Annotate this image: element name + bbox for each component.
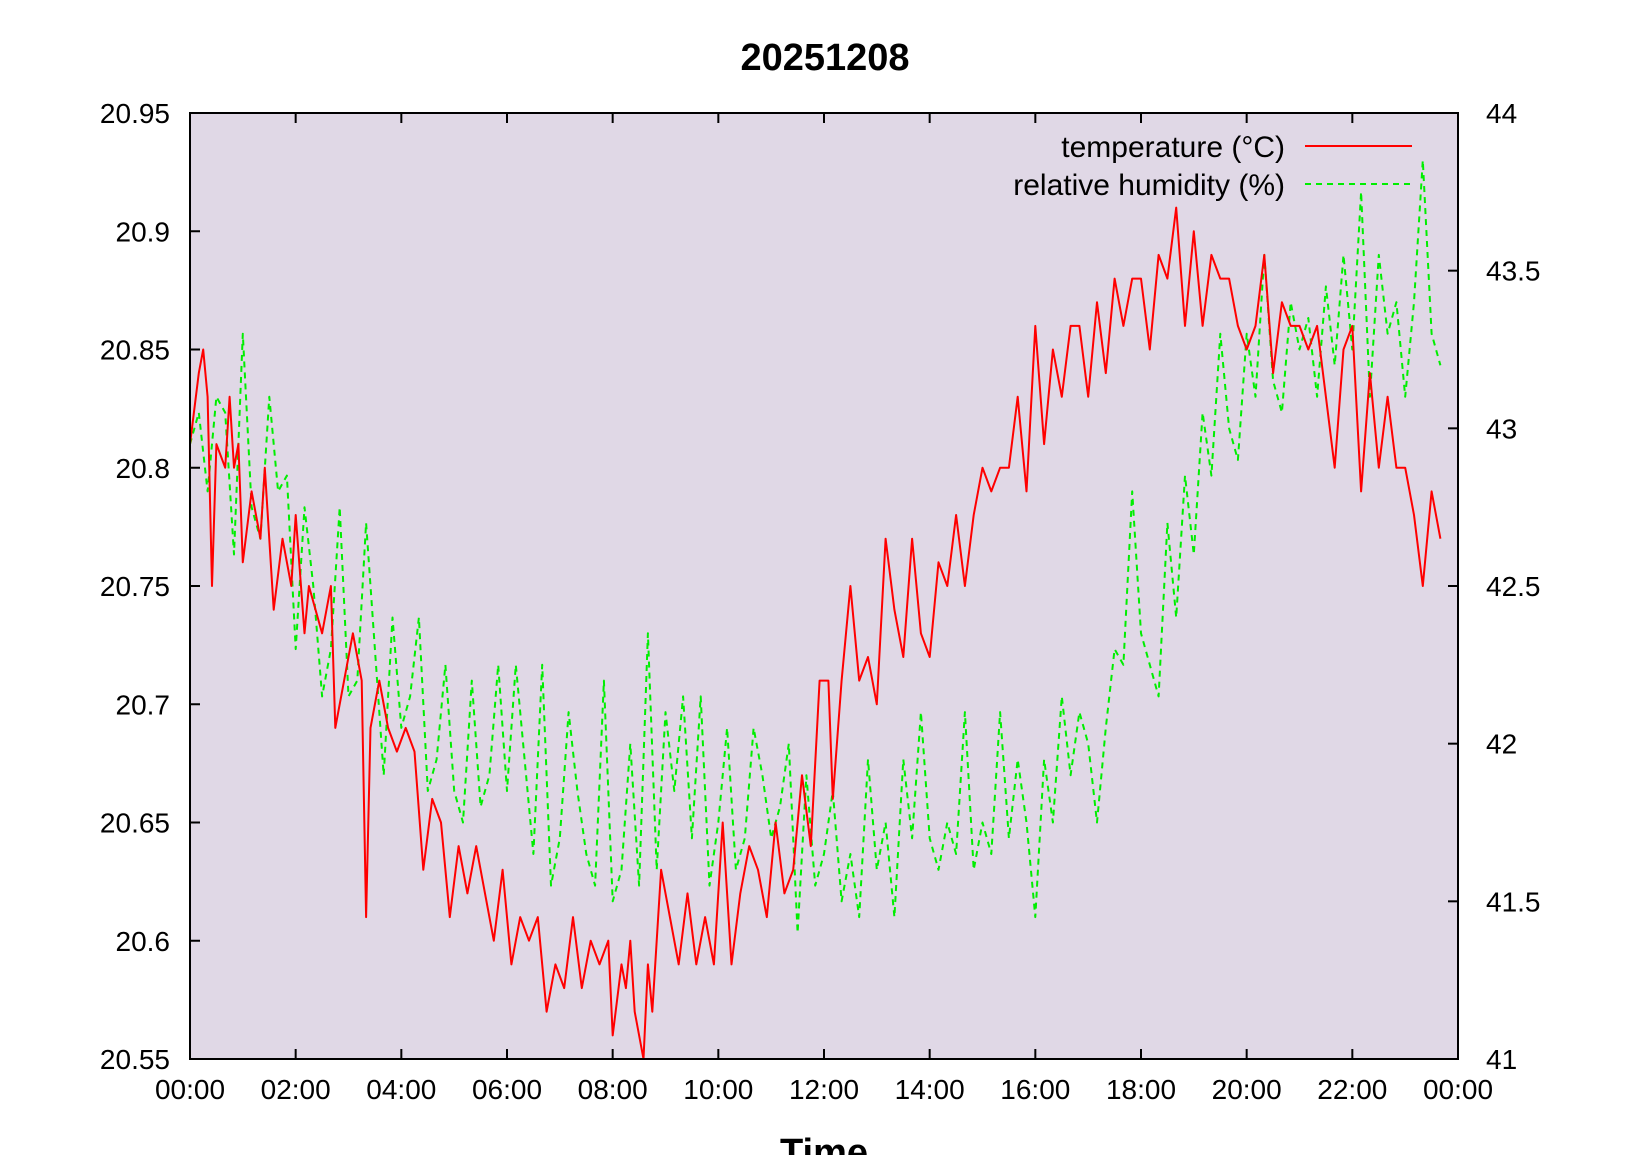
y2-tick-label: 41: [1486, 1044, 1517, 1075]
x-tick-label: 22:00: [1317, 1074, 1387, 1105]
x-tick-label: 02:00: [261, 1074, 331, 1105]
y-tick-label: 20.65: [100, 808, 170, 839]
x-tick-label: 06:00: [472, 1074, 542, 1105]
x-tick-label: 04:00: [366, 1074, 436, 1105]
y2-tick-label: 43.5: [1486, 256, 1541, 287]
chart-title: 20251208: [740, 37, 909, 79]
x-tick-label: 18:00: [1106, 1074, 1176, 1105]
y-tick-label: 20.6: [116, 926, 171, 957]
y-tick-label: 20.85: [100, 335, 170, 366]
x-tick-label: 16:00: [1000, 1074, 1070, 1105]
y2-tick-label: 41.5: [1486, 886, 1541, 917]
y-tick-label: 20.7: [116, 689, 171, 720]
series-line-temperature: [189, 206, 1442, 1060]
plot-area: [190, 113, 1458, 1059]
y2-tick-label: 43: [1486, 413, 1517, 444]
axis-ticks: 00:00 02:00 04:00 06:00 08:00 10:00 12:00 14:00…: [100, 98, 1541, 1105]
y2-tick-label: 42: [1486, 729, 1517, 760]
y-tick-label: 20.75: [100, 571, 170, 602]
x-axis-label: Time: [780, 1132, 868, 1155]
y-tick-label: 20.9: [116, 216, 171, 247]
x-tick-label: 00:00: [155, 1074, 225, 1105]
y-tick-label: 20.55: [100, 1044, 170, 1075]
x-tick-label: 08:00: [578, 1074, 648, 1105]
series-line-humidity: [189, 159, 1442, 934]
x-tick-label: 12:00: [789, 1074, 859, 1105]
x-tick-label: 14:00: [895, 1074, 965, 1105]
y2-tick-label: 44: [1486, 98, 1517, 129]
legend: temperature (°C) relative humidity (%): [1013, 131, 1412, 202]
y2-tick-label: 42.5: [1486, 571, 1541, 602]
y-tick-label: 20.8: [116, 453, 171, 484]
y-tick-label: 20.95: [100, 98, 170, 129]
series-layer: [189, 159, 1442, 1060]
legend-label-humidity: relative humidity (%): [1013, 169, 1285, 202]
x-tick-label: 20:00: [1212, 1074, 1282, 1105]
x-tick-label: 00:00: [1423, 1074, 1493, 1105]
plot-frame: [189, 112, 1459, 1060]
x-tick-label: 10:00: [683, 1074, 753, 1105]
legend-label-temperature: temperature (°C): [1061, 131, 1285, 164]
